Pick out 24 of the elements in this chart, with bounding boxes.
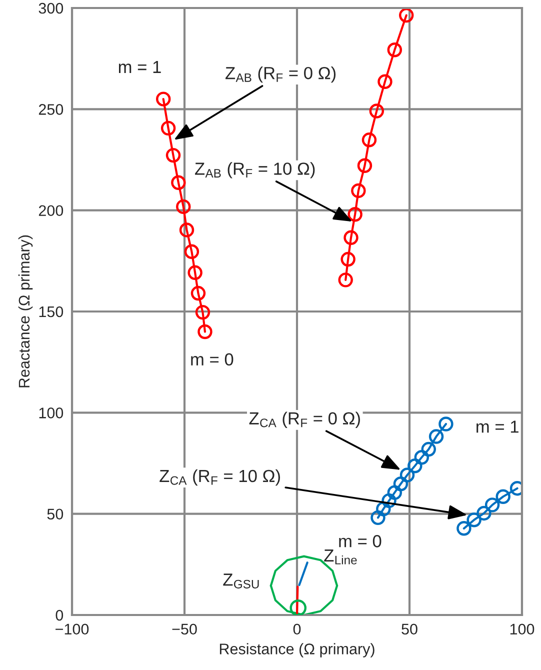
y-tick-label: 50 xyxy=(47,508,64,520)
y-tick-label: 300 xyxy=(38,2,64,14)
y-tick-label: 100 xyxy=(39,408,64,418)
annotation: Z$_{AB}$ (R$_{F}$ = 0 Ω) xyxy=(226,66,336,83)
annotation: Z$_{CA}$ (R$_{F}$ = 0 Ω) xyxy=(249,412,360,428)
y-tick-label: 150 xyxy=(39,306,64,318)
x-tick-label: 50 xyxy=(402,624,418,635)
annotation: m = 0 xyxy=(339,535,382,548)
annotation: Z$_{CA}$ (R$_{F}$ = 10 Ω) xyxy=(160,469,280,486)
annotation: Z$_{GSU}$ xyxy=(223,574,259,588)
annotation: m = 1 xyxy=(476,420,518,433)
x-tick-label: −50 xyxy=(172,624,197,635)
y-tick-label: 200 xyxy=(38,205,64,216)
x-tick-label: −100 xyxy=(56,624,89,635)
annotation: m = 1 xyxy=(118,61,161,73)
annotation: Z$_{AB}$ (R$_{F}$ = 10 Ω) xyxy=(195,162,315,178)
x-tick-label: 100 xyxy=(510,624,534,635)
annotation: m = 0 xyxy=(191,353,234,366)
annotation: Z$_{Line}$ xyxy=(324,550,357,564)
y-tick-label: 0 xyxy=(56,610,64,621)
x-axis-title: Resistance (Ω primary) xyxy=(220,643,374,658)
x-tick-label: 0 xyxy=(293,624,301,635)
y-tick-label: 250 xyxy=(38,104,64,115)
y-axis-title: Reactance (Ω primary) xyxy=(18,235,33,388)
